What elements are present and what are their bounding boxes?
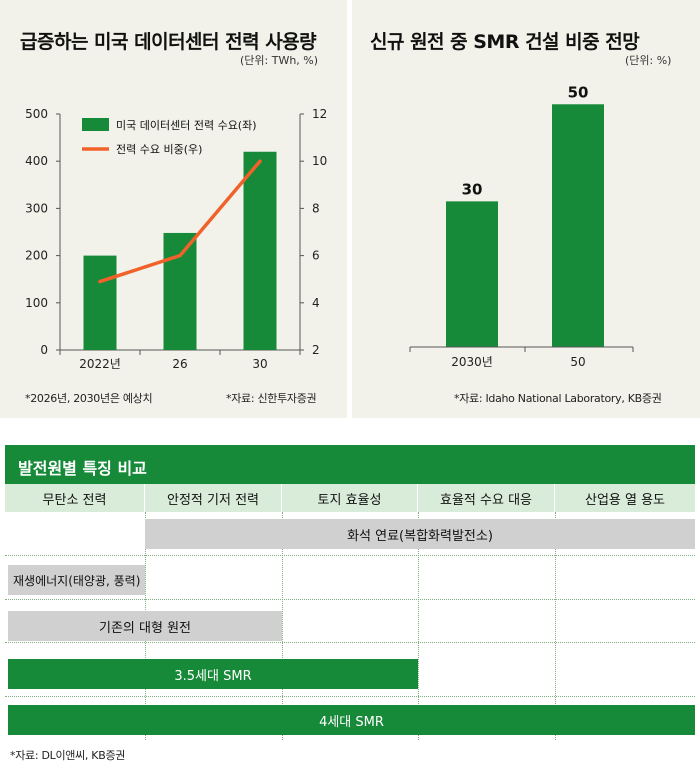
demand-bar — [163, 232, 197, 350]
x-tick-label: 30 — [252, 357, 267, 371]
right-tick-label: 2 — [312, 343, 320, 357]
table-source: *자료: DL이앤씨, KB증권 — [10, 749, 126, 762]
x-tick-label: 2022년 — [79, 357, 121, 371]
table-column-header: 무탄소 전력 — [5, 484, 145, 512]
table-gridline-horizontal — [5, 555, 695, 556]
left-chart-panel: 급증하는 미국 데이터센터 전력 사용량 (단위: TWh, %) 0 100 20… — [0, 0, 347, 418]
legend-bar-swatch — [82, 118, 109, 131]
left-tick-label: 100 — [25, 296, 48, 310]
legend-bar-label: 미국 데이터센터 전력 수요(좌) — [116, 119, 257, 132]
right-tick-label: 6 — [312, 249, 320, 263]
left-chart-source: *자료: 신한투자증권 — [226, 392, 317, 405]
legend-line-label: 전력 수요 비중(우) — [116, 143, 202, 156]
x-tick-label: 2030년 — [451, 355, 493, 369]
table-row-bar: 기존의 대형 원전 — [8, 611, 282, 641]
table-column-header: 효율적 수요 대응 — [418, 484, 555, 512]
right-chart-source: *자료: Idaho National Laboratory, KB증권 — [454, 392, 662, 405]
table-title: 발전원별 특징 비교 — [18, 459, 147, 478]
left-chart-title: 급증하는 미국 데이터센터 전력 사용량 — [20, 31, 317, 53]
left-tick-label: 200 — [25, 249, 48, 263]
right-tick-label: 8 — [312, 201, 320, 215]
table-gridline-vertical — [418, 512, 419, 740]
table-header: 발전원별 특징 비교 — [5, 445, 695, 484]
x-tick-label: 50 — [570, 355, 585, 369]
table-column-header: 산업용 열 용도 — [555, 484, 696, 512]
left-tick-label: 300 — [25, 201, 48, 215]
x-tick-label: 26 — [172, 357, 187, 371]
share-line — [98, 159, 262, 284]
table-column-header: 안정적 기저 전력 — [145, 484, 282, 512]
table-column-header: 토지 효율성 — [282, 484, 418, 512]
left-tick-label: 0 — [40, 343, 48, 357]
bar-data-label: 30 — [462, 180, 483, 198]
right-tick-label: 10 — [312, 154, 327, 168]
smr-share-bar — [552, 104, 604, 347]
right-chart-panel: 신규 원전 중 SMR 건설 비중 전망 (단위: %) 30 2030년 50 50… — [352, 0, 700, 418]
demand-bar — [243, 151, 277, 350]
table-gridline-horizontal — [5, 642, 695, 643]
right-tick-label: 12 — [312, 107, 327, 121]
left-chart-note: *2026년, 2030년은 예상치 — [25, 392, 153, 405]
right-chart-title: 신규 원전 중 SMR 건설 비중 전망 — [370, 31, 640, 53]
bar-data-label: 50 — [568, 83, 589, 101]
table-row-bar: 4세대 SMR — [8, 705, 695, 735]
table-row-bar: 재생에너지(태양광, 풍력) — [8, 565, 145, 595]
demand-bar — [83, 255, 117, 350]
right-chart-unit: (단위: %) — [625, 54, 672, 67]
right-chart-plot: 30 2030년 50 50 — [409, 83, 634, 369]
table-gridline-horizontal — [5, 696, 695, 697]
left-tick-label: 400 — [25, 154, 48, 168]
left-tick-label: 500 — [25, 107, 48, 121]
table-gridline-vertical — [282, 512, 283, 740]
smr-share-bar — [446, 201, 498, 347]
table-row-bar: 화석 연료(복합화력발전소) — [145, 519, 695, 549]
left-chart-unit: (단위: TWh, %) — [240, 54, 319, 67]
table-gridline-vertical — [555, 512, 556, 740]
right-tick-label: 4 — [312, 296, 320, 310]
table-gridline-horizontal — [5, 599, 695, 600]
table-row-bar: 3.5세대 SMR — [8, 659, 418, 689]
left-chart-plot: 0 100 200 300 400 500 2 4 6 8 10 12 2022년 26 30 미국 데이터센… — [25, 107, 327, 371]
